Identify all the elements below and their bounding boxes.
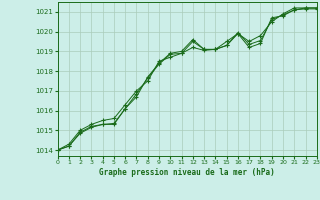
X-axis label: Graphe pression niveau de la mer (hPa): Graphe pression niveau de la mer (hPa) [99, 168, 275, 177]
